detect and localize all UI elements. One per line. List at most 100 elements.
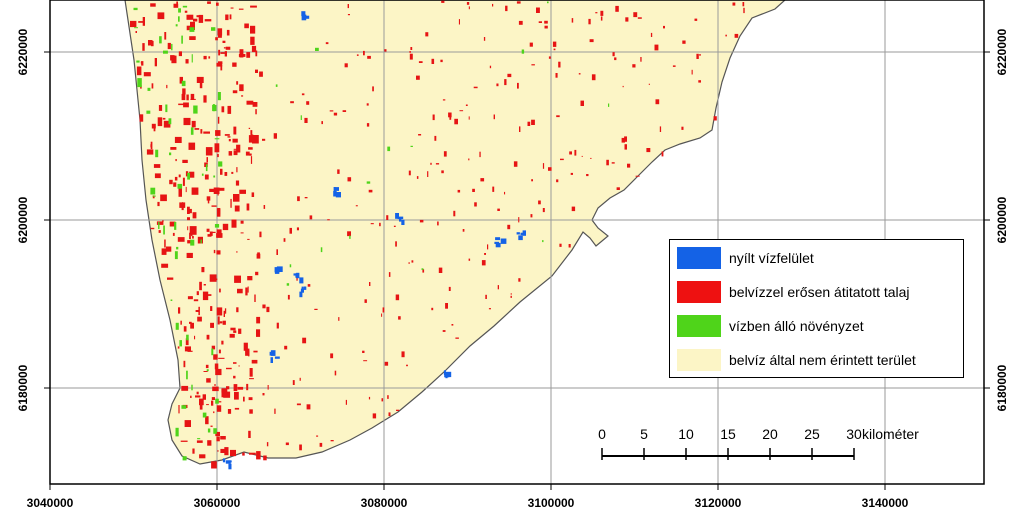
saturated-soil-patch bbox=[316, 435, 319, 437]
saturated-soil-patch bbox=[226, 386, 230, 390]
saturated-soil-patch bbox=[372, 413, 377, 419]
saturated-soil-patch bbox=[635, 175, 640, 177]
saturated-soil-patch bbox=[309, 215, 313, 220]
vegetation-patch bbox=[181, 35, 183, 44]
saturated-soil-patch bbox=[250, 130, 253, 135]
open-water-patch bbox=[518, 235, 523, 241]
saturated-soil-patch bbox=[205, 147, 213, 156]
saturated-soil-patch bbox=[207, 1, 211, 4]
saturated-soil-patch bbox=[437, 221, 439, 226]
saturated-soil-patch bbox=[363, 360, 368, 362]
saturated-soil-patch bbox=[167, 42, 171, 50]
saturated-soil-patch bbox=[504, 79, 507, 86]
vegetation-patch bbox=[174, 222, 177, 230]
vegetation-patch bbox=[187, 172, 190, 180]
saturated-soil-patch bbox=[214, 384, 216, 386]
saturated-soil-patch bbox=[224, 51, 227, 57]
saturated-soil-patch bbox=[492, 186, 495, 192]
saturated-soil-patch bbox=[173, 3, 179, 8]
saturated-soil-patch bbox=[223, 47, 226, 49]
saturated-soil-patch bbox=[637, 17, 642, 19]
saturated-soil-patch bbox=[160, 194, 167, 202]
vegetation-patch bbox=[169, 152, 172, 156]
saturated-soil-patch bbox=[299, 377, 301, 381]
saturated-soil-patch bbox=[154, 58, 157, 67]
vegetation-patch bbox=[387, 146, 391, 152]
saturated-soil-patch bbox=[182, 159, 188, 163]
legend-item-unaffected-area: belvíz által nem érintett terület bbox=[677, 349, 916, 371]
saturated-soil-patch bbox=[233, 384, 238, 391]
saturated-soil-patch bbox=[622, 85, 624, 88]
saturated-soil-patch bbox=[544, 20, 548, 24]
open-water-patch bbox=[269, 351, 275, 356]
vegetation-patch bbox=[189, 27, 195, 32]
saturated-soil-patch bbox=[449, 113, 452, 120]
vegetation-patch bbox=[178, 16, 180, 22]
scale-bar-line bbox=[601, 448, 855, 460]
saturated-soil-patch bbox=[655, 99, 660, 105]
scale-bar-label: 20 bbox=[762, 426, 778, 442]
saturated-soil-patch bbox=[457, 189, 461, 193]
saturated-soil-patch bbox=[468, 116, 470, 120]
saturated-soil-patch bbox=[409, 53, 413, 60]
saturated-soil-patch bbox=[362, 350, 365, 353]
saturated-soil-patch bbox=[742, 2, 745, 7]
saturated-soil-patch bbox=[202, 394, 206, 400]
saturated-soil-patch bbox=[178, 307, 181, 314]
saturated-soil-patch bbox=[231, 171, 234, 174]
vegetation-patch bbox=[190, 127, 194, 135]
saturated-soil-patch bbox=[518, 278, 521, 282]
saturated-soil-patch bbox=[205, 364, 209, 369]
vegetation-patch bbox=[547, 1, 549, 4]
saturated-soil-patch bbox=[178, 405, 180, 414]
saturated-soil-patch bbox=[222, 40, 226, 43]
saturated-soil-patch bbox=[200, 129, 203, 134]
saturated-soil-patch bbox=[209, 188, 216, 192]
saturated-soil-patch bbox=[699, 54, 701, 56]
saturated-soil-patch bbox=[196, 15, 201, 18]
saturated-soil-patch bbox=[206, 404, 209, 406]
saturated-soil-patch bbox=[146, 149, 154, 155]
saturated-soil-patch bbox=[190, 322, 194, 329]
saturated-soil-patch bbox=[185, 171, 189, 177]
saturated-soil-patch bbox=[199, 402, 203, 410]
vegetation-patch bbox=[134, 27, 138, 29]
vegetation-patch bbox=[202, 412, 207, 418]
saturated-soil-patch bbox=[267, 385, 269, 390]
vegetation-patch bbox=[275, 84, 278, 87]
saturated-soil-patch bbox=[204, 174, 209, 180]
vegetation-patch bbox=[201, 173, 204, 176]
legend-swatch bbox=[677, 349, 721, 371]
saturated-soil-patch bbox=[199, 398, 204, 406]
saturated-soil-patch bbox=[552, 41, 557, 47]
saturated-soil-patch bbox=[384, 49, 387, 52]
saturated-soil-patch bbox=[505, 5, 508, 12]
vegetation-patch bbox=[349, 235, 351, 239]
saturated-soil-patch bbox=[178, 174, 181, 178]
saturated-soil-patch bbox=[366, 103, 369, 106]
saturated-soil-patch bbox=[347, 14, 350, 16]
saturated-soil-patch bbox=[661, 151, 664, 157]
vegetation-patch bbox=[133, 7, 138, 11]
saturated-soil-patch bbox=[648, 83, 650, 85]
saturated-soil-patch bbox=[247, 276, 253, 281]
saturated-soil-patch bbox=[192, 448, 195, 454]
saturated-soil-patch bbox=[538, 21, 542, 23]
saturated-soil-patch bbox=[193, 299, 199, 302]
open-water-patch bbox=[301, 11, 306, 17]
saturated-soil-patch bbox=[431, 307, 434, 311]
saturated-soil-patch bbox=[462, 229, 465, 232]
saturated-soil-patch bbox=[164, 32, 167, 40]
vegetation-patch bbox=[146, 110, 151, 114]
vegetation-patch bbox=[158, 222, 160, 229]
saturated-soil-patch bbox=[230, 198, 232, 208]
saturated-soil-patch bbox=[621, 137, 625, 143]
open-water-patch bbox=[397, 216, 404, 220]
legend-item-vegetation-in-water: vízben álló növényzet bbox=[677, 315, 864, 337]
saturated-soil-patch bbox=[266, 306, 270, 313]
saturated-soil-patch bbox=[217, 193, 219, 196]
saturated-soil-patch bbox=[640, 57, 642, 62]
saturated-soil-patch bbox=[187, 206, 190, 214]
saturated-soil-patch bbox=[531, 119, 535, 125]
